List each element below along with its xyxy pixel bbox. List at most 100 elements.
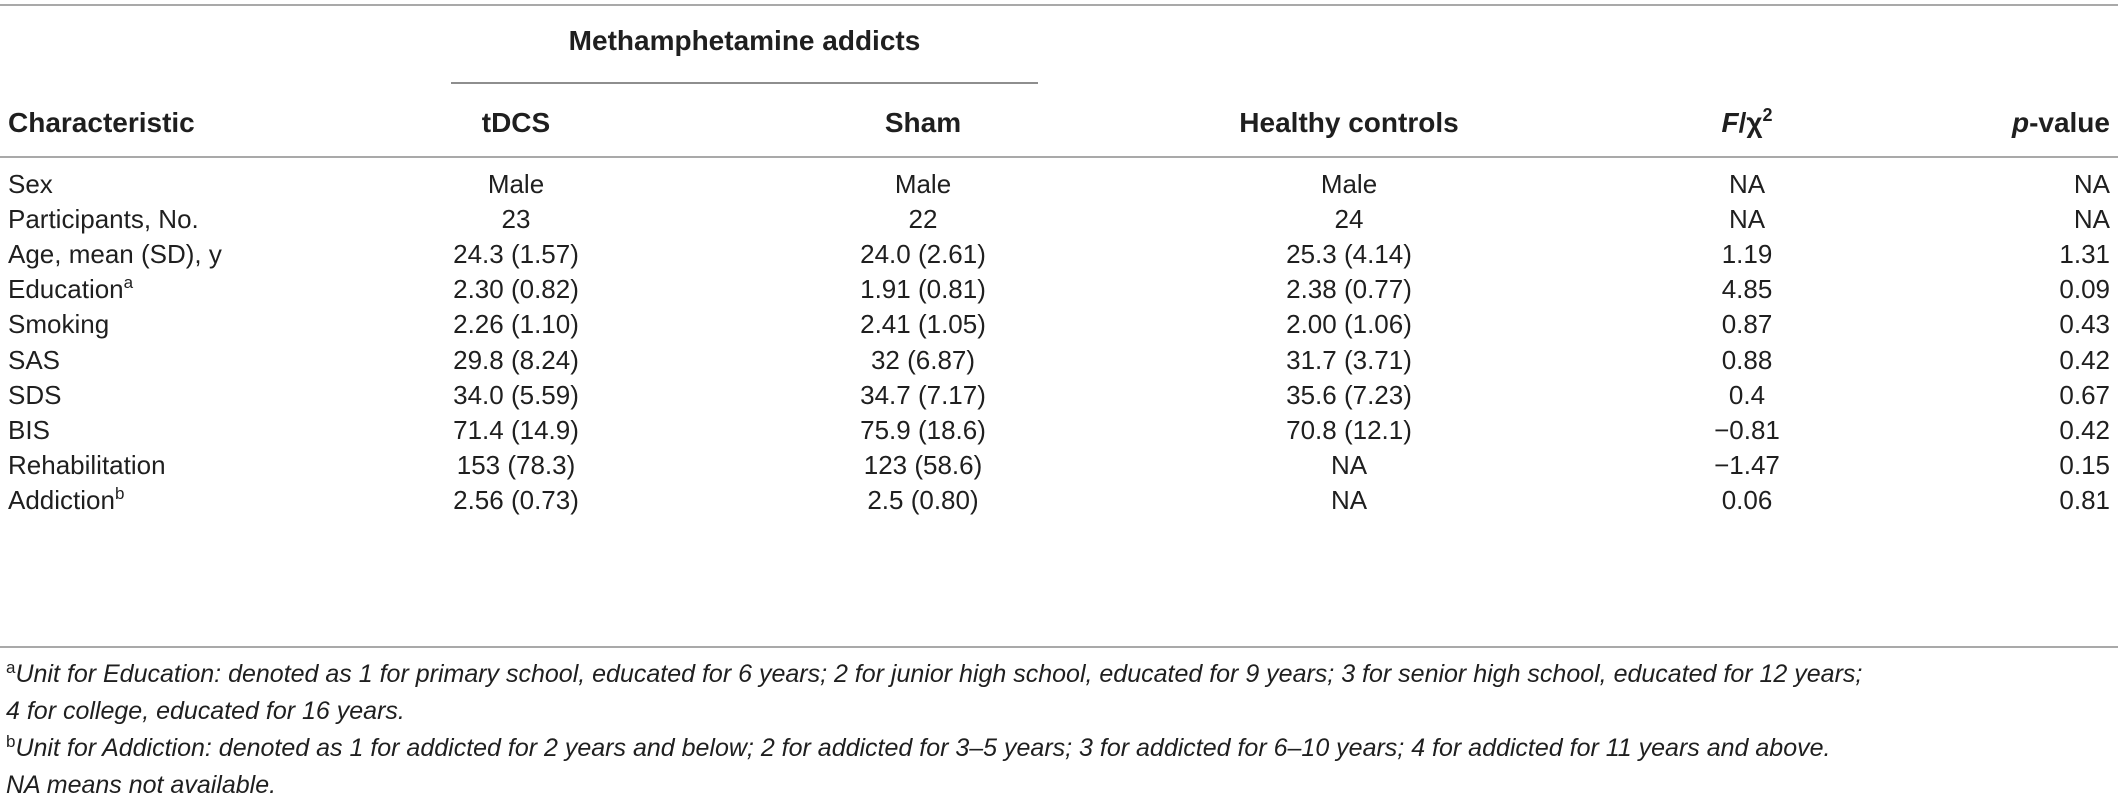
col-header-characteristic: Characteristic [8, 107, 195, 138]
cell-healthy-controls-text: NA [1330, 484, 1368, 515]
cell-tdcs-text: 2.30 (0.82) [453, 274, 579, 305]
cell-tdcs: 34.0 (5.59) [338, 372, 694, 419]
cell-f-chi-square-text: NA [1728, 204, 1766, 235]
row-label-text: Sex [8, 169, 53, 199]
cell-p-value: 0.15 [1890, 442, 2110, 489]
cell-p-value-text: 1.31 [2059, 239, 2110, 270]
cell-f-chi-square-text: NA [1728, 169, 1766, 199]
cell-tdcs-text: 2.56 (0.73) [453, 484, 579, 515]
cell-healthy-controls: NA [1171, 442, 1527, 489]
cell-tdcs-text: 153 (78.3) [456, 449, 576, 480]
footnote-a-line2: 4 for college, educated for 16 years. [6, 697, 405, 725]
footnote-a-text: Unit for Education: denoted as 1 for pri… [15, 660, 1863, 688]
cell-f-chi-square: 0.87 [1597, 301, 1897, 348]
cell-p-value: NA [1890, 161, 2110, 208]
cell-sham-text: 123 (58.6) [863, 449, 983, 480]
row-label: Smoking [8, 301, 428, 348]
cell-sham-text: 2.5 (0.80) [867, 484, 979, 515]
cell-healthy-controls: 70.8 (12.1) [1171, 407, 1527, 454]
cell-healthy-controls-text: 35.6 (7.23) [1286, 379, 1412, 410]
row-label: SAS [8, 337, 428, 384]
footnote-a-line1: aUnit for Education: denoted as 1 for pr… [6, 656, 2112, 693]
cell-p-value: 0.42 [1890, 337, 2110, 384]
cell-p-value: 0.43 [1890, 301, 2110, 348]
col-header-healthy-controls: Healthy controls [1239, 107, 1459, 138]
header-bottom-rule [0, 156, 2118, 158]
row-label: Participants, No. [8, 196, 428, 243]
cell-sham: 1.91 (0.81) [745, 266, 1101, 313]
row-label: Educationa [8, 266, 428, 313]
row-label: SDS [8, 372, 428, 419]
cell-p-value-text: 0.43 [2059, 309, 2110, 340]
cell-tdcs: 2.56 (0.73) [338, 477, 694, 524]
cell-tdcs-text: 34.0 (5.59) [453, 379, 579, 410]
table-row: Smoking 2.26 (1.10) 2.41 (1.05) 2.00 (1.06)… [0, 301, 2118, 348]
cell-sham: 2.41 (1.05) [745, 301, 1101, 348]
cell-p-value: 0.42 [1890, 407, 2110, 454]
row-label-text: Education [8, 274, 124, 305]
cell-healthy-controls: 35.6 (7.23) [1171, 372, 1527, 419]
col-header-f-symbol: F [1721, 107, 1739, 138]
table-top-rule [0, 4, 2118, 6]
cell-tdcs: 2.26 (1.10) [338, 301, 694, 348]
cell-f-chi-square: 1.19 [1597, 231, 1897, 278]
table-row: SDS 34.0 (5.59) 34.7 (7.17) 35.6 (7.23) 0.4 0… [0, 372, 2118, 419]
cell-f-chi-square-text: 4.85 [1721, 274, 1773, 305]
row-label: Rehabilitation [8, 442, 428, 489]
cell-f-chi-square: NA [1597, 196, 1897, 243]
row-label-text: Rehabilitation [8, 449, 166, 480]
cell-f-chi-square-text: 1.19 [1721, 239, 1773, 270]
cell-f-chi-square: 0.06 [1597, 477, 1897, 524]
cell-sham-text: 1.91 (0.81) [860, 274, 986, 305]
cell-tdcs: 29.8 (8.24) [338, 337, 694, 384]
cell-sham-text: 34.7 (7.17) [860, 379, 986, 410]
cell-sham: 32 (6.87) [745, 337, 1101, 384]
col-header-tdcs: tDCS [481, 107, 551, 138]
cell-p-value-text: NA [2073, 204, 2110, 235]
cell-tdcs: 71.4 (14.9) [338, 407, 694, 454]
cell-sham: 2.5 (0.80) [745, 477, 1101, 524]
footnote-b-line1: bUnit for Addiction: denoted as 1 for ad… [6, 730, 2112, 767]
cell-f-chi-square-text: 0.88 [1721, 344, 1773, 375]
cell-tdcs: 153 (78.3) [338, 442, 694, 489]
table-row: Addictionb 2.56 (0.73) 2.5 (0.80) NA 0.06 0.8… [0, 477, 2118, 524]
row-label-footnote-marker: b [114, 483, 125, 503]
group-header-rule [451, 82, 1038, 84]
row-label-text: SDS [8, 379, 62, 410]
cell-sham: 123 (58.6) [745, 442, 1101, 489]
cell-tdcs: 24.3 (1.57) [338, 231, 694, 278]
cell-p-value-text: 0.42 [2059, 414, 2110, 445]
row-label-text: BIS [8, 414, 50, 445]
footnotes: aUnit for Education: denoted as 1 for pr… [6, 656, 2112, 804]
cell-tdcs: 23 [338, 196, 694, 243]
row-label: Sex [8, 161, 428, 208]
cell-tdcs-text: 71.4 (14.9) [453, 414, 579, 445]
cell-healthy-controls: 2.00 (1.06) [1171, 301, 1527, 348]
cell-p-value: 0.81 [1890, 477, 2110, 524]
cell-healthy-controls: 2.38 (0.77) [1171, 266, 1527, 313]
cell-healthy-controls: Male [1171, 161, 1527, 208]
cell-sham-text: Male [894, 169, 952, 199]
cell-p-value: NA [1890, 196, 2110, 243]
cell-tdcs-text: 23 [501, 204, 531, 235]
col-header-f-chi-square: F/χ2 [1597, 104, 1897, 142]
table-row: Participants, No. 23 22 24 NA NA [0, 196, 2118, 243]
cell-tdcs-text: 29.8 (8.24) [453, 344, 579, 375]
cell-healthy-controls: 25.3 (4.14) [1171, 231, 1527, 278]
cell-f-chi-square: 0.4 [1597, 372, 1897, 419]
cell-p-value-text: 0.67 [2059, 379, 2110, 410]
cell-sham: 22 [745, 196, 1101, 243]
cell-sham-text: 22 [908, 204, 938, 235]
cell-f-chi-square: 4.85 [1597, 266, 1897, 313]
cell-f-chi-square-text: −1.47 [1714, 449, 1780, 480]
cell-sham-text: 24.0 (2.61) [860, 239, 986, 270]
cell-f-chi-square: NA [1597, 161, 1897, 208]
cell-sham: 34.7 (7.17) [745, 372, 1101, 419]
row-label-text: Addiction [8, 484, 115, 515]
row-label: Addictionb [8, 477, 428, 524]
cell-f-chi-square: 0.88 [1597, 337, 1897, 384]
cell-p-value-text: 0.15 [2059, 449, 2110, 480]
cell-p-value-text: 0.42 [2059, 344, 2110, 375]
cell-sham: Male [745, 161, 1101, 208]
cell-healthy-controls: 31.7 (3.71) [1171, 337, 1527, 384]
